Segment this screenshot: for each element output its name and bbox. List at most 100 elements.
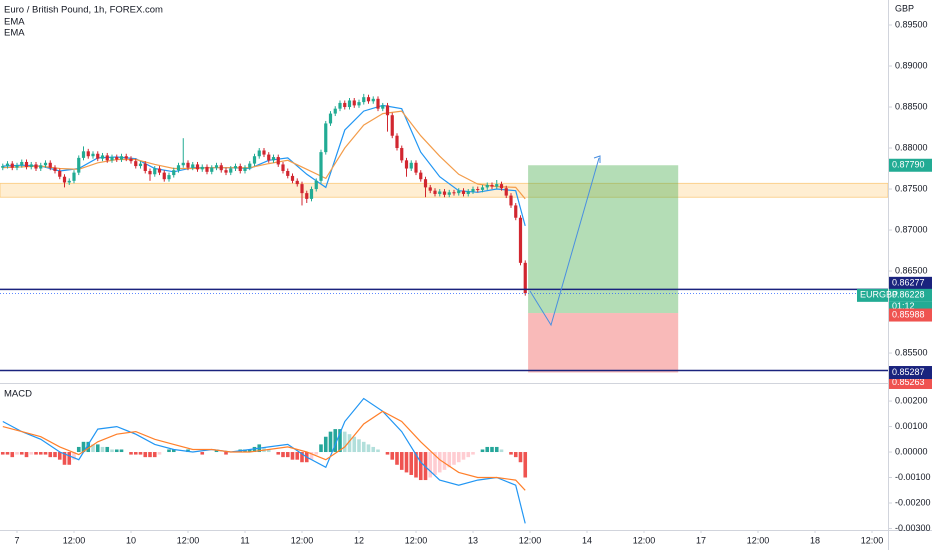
level-label: 0.86277: [892, 278, 925, 288]
histogram-bar: [200, 452, 205, 455]
candle-body: [471, 189, 475, 192]
candle-body: [262, 150, 266, 155]
candle-body: [62, 176, 67, 183]
y-tick-label: 0.88500: [895, 101, 928, 111]
candle-body: [176, 165, 181, 171]
y-tick-label: -0.00100: [895, 472, 931, 482]
candle-body: [195, 164, 200, 170]
candle-body: [509, 195, 513, 206]
plot-area: [0, 93, 889, 524]
candle-body: [53, 167, 57, 171]
projection-arrow: [529, 157, 600, 327]
candle-body: [390, 115, 394, 136]
candle-body: [480, 187, 485, 190]
candle-body: [305, 193, 309, 199]
y-tick-label: 0.87500: [895, 183, 928, 193]
candle-body: [447, 192, 451, 195]
histogram-bar: [499, 449, 504, 453]
chart-title: Euro / British Pound, 1h, FOREX.com: [4, 5, 163, 16]
y-tick-label: 0.86500: [895, 265, 928, 275]
candle-body: [129, 158, 133, 162]
histogram-bar: [119, 449, 124, 453]
x-tick-label: 12:00: [177, 535, 200, 545]
candle-body: [476, 189, 480, 191]
x-tick-label: 7: [14, 535, 19, 545]
histogram-bar: [186, 449, 190, 453]
histogram-bar: [105, 446, 110, 453]
histogram-bar: [290, 452, 295, 460]
candle-body: [167, 175, 171, 180]
histogram-bar: [91, 444, 95, 453]
target-label-bg: [889, 158, 932, 172]
candle-body: [461, 190, 466, 194]
currency-label: GBP: [895, 3, 914, 13]
level-label-bg: [889, 276, 932, 290]
histogram-bar: [0, 452, 5, 455]
histogram-bar: [19, 452, 24, 455]
candle-body: [243, 167, 247, 171]
histogram-bar: [319, 444, 323, 453]
candle-body: [457, 190, 461, 194]
candle-body: [400, 148, 404, 161]
histogram-bar: [323, 436, 328, 453]
histogram-bar: [285, 452, 290, 458]
candle-body: [200, 166, 204, 170]
histogram-bar: [309, 452, 314, 460]
candle-body: [438, 191, 442, 194]
histogram-bar: [485, 446, 490, 453]
histogram-bar: [447, 452, 452, 468]
candle-body: [153, 168, 157, 175]
candle-body: [81, 151, 86, 158]
histogram-bar: [390, 452, 395, 460]
candle-body: [248, 163, 252, 168]
y-tick-label: 0.00100: [895, 421, 928, 431]
stop-label-bg: [889, 375, 932, 389]
y-tick-label: -0.00300: [895, 523, 931, 533]
candle-body: [414, 162, 418, 173]
candle-body: [514, 205, 518, 218]
histogram-bar: [366, 444, 371, 453]
candle-body: [423, 179, 428, 188]
line-series: [2, 410, 526, 491]
histogram-bar: [152, 452, 157, 458]
histogram-bar: [110, 449, 114, 453]
candle-body: [319, 152, 323, 181]
candle-body: [504, 188, 508, 196]
candle-body: [281, 164, 285, 171]
candle-body: [495, 184, 499, 187]
stop-label: 0.85263: [892, 377, 925, 387]
candle-body: [343, 102, 347, 108]
histogram-bar: [214, 449, 219, 453]
histogram-bar: [276, 452, 281, 455]
candle-body: [314, 180, 318, 190]
last-price-label-bg: [889, 288, 932, 302]
candle-body: [119, 156, 124, 160]
histogram-bar: [490, 446, 494, 453]
candle-body: [300, 184, 304, 194]
candle-body: [91, 153, 95, 157]
histogram-bar: [333, 429, 338, 453]
candle-body: [328, 113, 333, 124]
histogram-bar: [247, 449, 252, 453]
histogram-bar: [352, 436, 357, 453]
candle-body: [381, 105, 385, 109]
x-tick-label: 12:00: [519, 535, 542, 545]
entry-label: 0.85988: [892, 309, 925, 319]
candle-body: [124, 156, 128, 159]
candle-body: [371, 98, 375, 102]
candle-body: [186, 162, 190, 168]
histogram-bar: [461, 452, 466, 460]
candle-body: [67, 180, 71, 183]
histogram-bar: [148, 452, 152, 458]
candle-body: [205, 166, 209, 172]
histogram-bar: [385, 452, 390, 455]
candle-body: [148, 170, 152, 175]
y-tick-label: 0.85500: [895, 347, 928, 357]
candle-body: [419, 172, 423, 180]
histogram-bar: [100, 446, 105, 453]
candle-body: [86, 151, 90, 157]
histogram-bar: [262, 446, 266, 453]
